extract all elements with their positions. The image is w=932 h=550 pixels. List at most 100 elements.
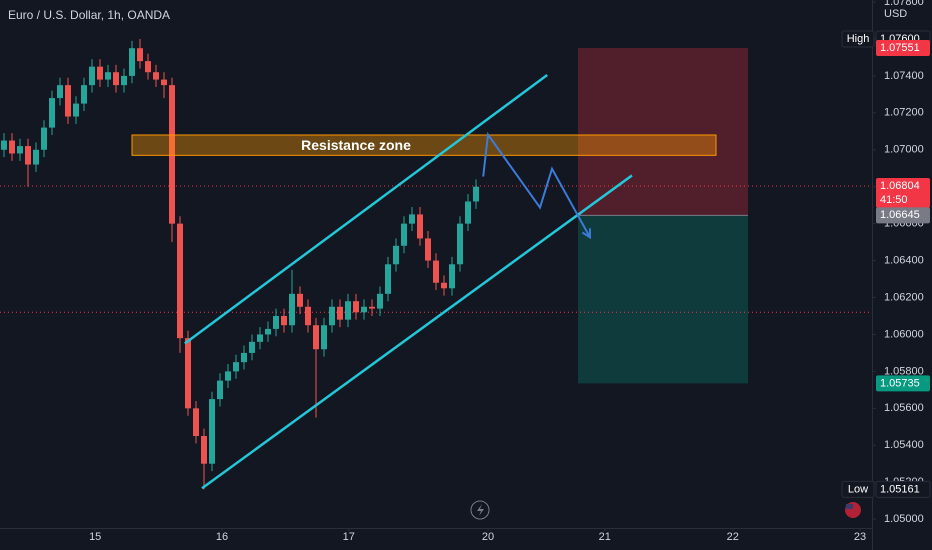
plot: Resistance zone xyxy=(0,38,872,490)
candle-body xyxy=(409,214,415,224)
candle-body xyxy=(193,408,199,437)
candle-body xyxy=(209,399,215,464)
candle-body xyxy=(105,72,111,80)
candle-body xyxy=(345,301,351,320)
candle-body xyxy=(377,293,383,309)
candle-body xyxy=(305,306,311,326)
y-tick-label: 1.06200 xyxy=(884,291,924,303)
y-tick-label: 1.05800 xyxy=(884,365,924,377)
x-tick-label: 16 xyxy=(216,531,228,543)
candle-body xyxy=(81,85,87,104)
y-tick-label: 1.07800 xyxy=(884,0,924,8)
projection-arrowhead xyxy=(581,228,592,240)
price-badge xyxy=(876,177,930,208)
candle-body xyxy=(313,325,319,350)
candle-body xyxy=(257,334,263,342)
y-tick-label: 1.05600 xyxy=(884,402,924,414)
channel-line xyxy=(184,73,548,345)
candle-body xyxy=(33,149,39,165)
candle-body xyxy=(465,201,471,224)
resistance-zone xyxy=(131,134,717,156)
candle-body xyxy=(265,328,271,335)
price-badge xyxy=(876,207,930,224)
x-tick-label: 17 xyxy=(343,531,355,543)
candle-body xyxy=(225,371,231,381)
x-tick-label: 21 xyxy=(599,531,611,543)
candle-body xyxy=(369,306,375,309)
flag-icon xyxy=(846,504,853,509)
stop-zone xyxy=(578,48,748,216)
candle-body xyxy=(65,85,71,117)
price-badge xyxy=(876,375,930,392)
candle-body xyxy=(17,146,23,154)
candle-body xyxy=(353,301,359,313)
candle-body xyxy=(321,325,327,350)
candle-body xyxy=(361,306,367,313)
price-badge-name: High xyxy=(847,33,870,45)
price-badge xyxy=(876,40,930,57)
candle-body xyxy=(273,315,279,329)
candle-body xyxy=(417,214,423,239)
candle-body xyxy=(289,293,295,326)
candle-body xyxy=(385,264,391,294)
candle-body xyxy=(473,186,479,202)
candle-body xyxy=(441,282,447,289)
price-badge xyxy=(875,480,931,498)
price-badge-label: 1.06645 xyxy=(880,209,920,221)
x-tick-label: 15 xyxy=(89,531,101,543)
candle-body xyxy=(161,79,167,86)
candle-body xyxy=(41,127,47,150)
candle-body xyxy=(121,75,127,86)
price-badge-name: Low xyxy=(848,483,868,495)
candle-body xyxy=(145,61,151,73)
candle-body xyxy=(241,352,247,363)
y-tick-label: 1.07400 xyxy=(884,70,924,82)
price-badge-label: 1.07551 xyxy=(880,42,920,54)
candle-body xyxy=(393,245,399,265)
price-badge-timer: 41:50 xyxy=(880,194,908,206)
chart-title: Euro / U.S. Dollar, 1h, OANDA xyxy=(8,8,170,22)
candle-body xyxy=(129,48,135,76)
y-tick-label: 1.05000 xyxy=(884,513,924,525)
target-zone xyxy=(578,215,748,384)
candle-body xyxy=(457,223,463,265)
candle-body xyxy=(281,315,287,326)
y-tick-label: 1.07200 xyxy=(884,107,924,119)
resistance-label: Resistance zone xyxy=(301,137,411,153)
candle-body xyxy=(57,85,63,99)
x-tick-label: 23 xyxy=(854,531,866,543)
candle-body xyxy=(329,306,335,326)
candle-body xyxy=(401,223,407,246)
candle-body xyxy=(137,48,143,62)
candle-body xyxy=(425,238,431,261)
price-badge-label: 1.05161 xyxy=(880,483,920,495)
candle-body xyxy=(49,98,55,128)
candle-body xyxy=(153,72,159,80)
candle-body xyxy=(449,264,455,289)
price-badge-name-box xyxy=(841,480,875,498)
candle-body xyxy=(233,362,239,372)
price-badge-label: 1.06804 xyxy=(880,180,920,192)
candle-body xyxy=(201,436,207,464)
channel-line xyxy=(201,174,633,490)
event-icon xyxy=(477,504,484,516)
price-badge-name-box xyxy=(841,30,875,48)
candle-body xyxy=(337,306,343,320)
candle-body xyxy=(169,85,175,224)
candle-body xyxy=(433,260,439,283)
y-tick-label: 1.06000 xyxy=(884,328,924,340)
candle-body xyxy=(177,223,183,339)
x-tick-label: 20 xyxy=(482,531,494,543)
y-tick-label: 1.06400 xyxy=(884,254,924,266)
candle-body xyxy=(297,293,303,307)
candle-body xyxy=(97,66,103,80)
y-tick-label: 1.05400 xyxy=(884,439,924,451)
candle-body xyxy=(89,66,95,86)
candle-body xyxy=(25,146,31,165)
event-icon[interactable] xyxy=(470,500,490,520)
candle-body xyxy=(249,341,255,353)
candle-body xyxy=(1,140,7,150)
